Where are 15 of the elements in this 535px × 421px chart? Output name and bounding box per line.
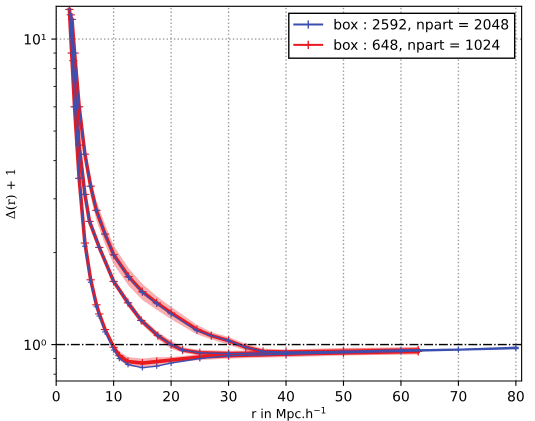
x-tick-label: 30 — [220, 390, 236, 402]
y-axis-title: Δ(r) + 1 — [6, 170, 18, 219]
legend-label: box : 2592, npart = 2048 — [334, 18, 508, 32]
y-tick-label: 10¹ — [24, 34, 46, 45]
y-tick-label: 10⁰ — [24, 340, 46, 350]
x-tick-label: 20 — [163, 390, 180, 402]
x-tick-label: 10 — [106, 390, 122, 402]
x-tick-label: 50 — [336, 390, 352, 402]
x-axis-title: r in Mpc.h$^{−1}$ — [252, 406, 326, 421]
x-tick-label: 80 — [508, 390, 524, 402]
x-tick-label: 0 — [52, 390, 60, 402]
legend-label: box : 648, npart = 1024 — [334, 39, 500, 53]
x-tick-label: 70 — [450, 390, 466, 402]
x-tick-label: 40 — [278, 390, 294, 402]
x-tick-label: 60 — [393, 390, 409, 402]
